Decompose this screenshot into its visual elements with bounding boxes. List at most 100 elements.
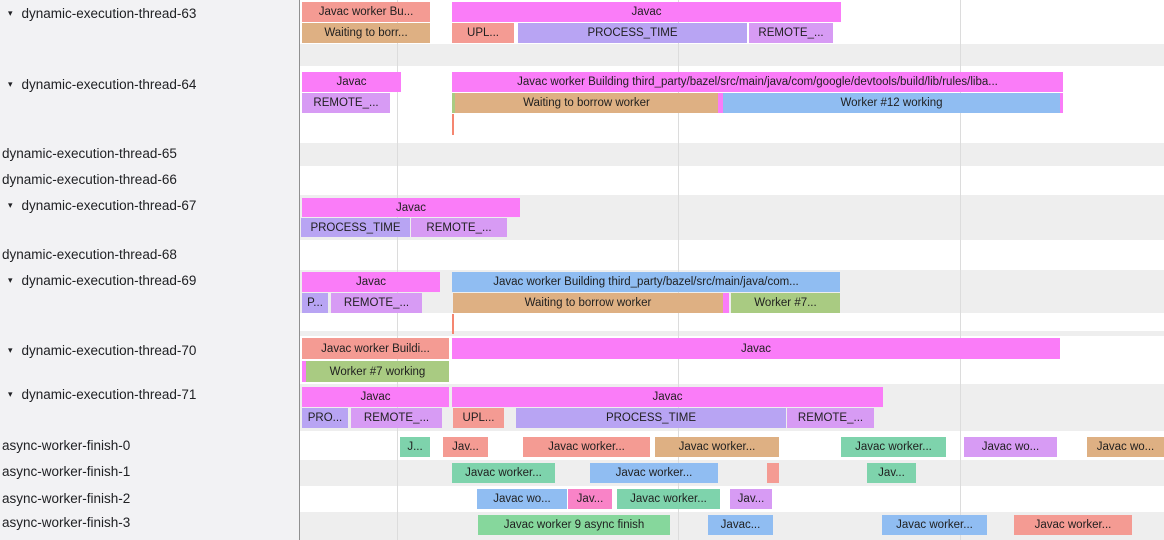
trace-event-bar[interactable]: REMOTE_... [331,293,422,313]
expander-triangle-icon[interactable]: ▾ [8,200,13,210]
trace-event-bar[interactable]: Javac wo... [964,437,1057,457]
event-label: Worker #12 working [840,97,943,109]
trace-event-bar[interactable]: Javac worker Bu... [302,2,430,22]
sidebar-item-dynamic-execution-thread-64[interactable]: ▾ dynamic-execution-thread-64 [8,77,196,92]
trace-event-bar[interactable]: Javac worker... [523,437,650,457]
sidebar-item-dynamic-execution-thread-63[interactable]: ▾ dynamic-execution-thread-63 [8,6,196,21]
trace-event-bar[interactable] [302,361,306,382]
trace-event-bar[interactable]: Waiting to borrow worker [455,93,718,113]
trace-event-bar[interactable]: REMOTE_... [302,93,390,113]
row-band [300,143,1164,166]
event-label: Javac wo... [1096,441,1155,453]
event-label: Javac [360,391,391,403]
trace-event-bar[interactable]: Worker #7 working [306,361,449,382]
trace-event-bar[interactable]: REMOTE_... [351,408,442,428]
event-label: Javac worker... [896,519,973,531]
trace-event-bar[interactable]: Waiting to borr... [302,23,430,43]
event-label: Jav... [737,493,765,505]
event-label: Javac worker Building third_party/bazel/… [517,76,998,88]
event-label: REMOTE_... [797,412,864,424]
trace-event-bar[interactable]: J... [400,437,430,457]
sidebar-item-async-worker-finish-0[interactable]: async-worker-finish-0 [2,438,130,453]
expander-triangle-icon[interactable]: ▾ [8,79,13,89]
trace-event-bar[interactable]: Waiting to borrow worker [453,293,723,313]
trace-event-bar[interactable]: Javac [302,272,440,292]
trace-event-bar[interactable] [718,93,723,113]
sidebar-item-dynamic-execution-thread-67[interactable]: ▾ dynamic-execution-thread-67 [8,198,196,213]
event-label: REMOTE_... [758,27,824,39]
expander-triangle-icon[interactable]: ▾ [8,275,13,285]
trace-event-bar[interactable]: REMOTE_... [411,218,507,237]
instant-event-tick[interactable] [452,114,454,135]
event-label: Jav... [452,441,479,453]
sidebar-item-async-worker-finish-2[interactable]: async-worker-finish-2 [2,491,130,506]
trace-event-bar[interactable] [723,293,729,313]
trace-event-bar[interactable]: Javac wo... [1087,437,1164,457]
trace-event-bar[interactable]: Javac [452,387,883,407]
event-label: PROCESS_TIME [587,27,678,39]
track-label: dynamic-execution-thread-71 [21,387,197,402]
trace-event-bar[interactable] [767,463,779,483]
trace-event-bar[interactable]: Javac worker... [452,463,555,483]
trace-event-bar[interactable]: Javac worker... [841,437,946,457]
track-label: dynamic-execution-thread-65 [2,146,177,161]
sidebar-item-dynamic-execution-thread-66[interactable]: dynamic-execution-thread-66 [2,172,177,187]
track-label: dynamic-execution-thread-70 [21,343,197,358]
trace-event-bar[interactable]: PRO... [302,408,348,428]
event-label: Javac [652,391,683,403]
time-gridline [678,0,679,540]
trace-event-bar[interactable]: Worker #12 working [723,93,1060,113]
event-label: Javac [355,276,387,288]
time-gridline [960,0,961,540]
track-area[interactable]: Javac worker Bu... Javac Waiting to borr..… [300,0,1164,540]
trace-event-bar[interactable]: PROCESS_TIME [301,218,410,237]
sidebar-item-dynamic-execution-thread-70[interactable]: ▾ dynamic-execution-thread-70 [8,343,196,358]
trace-event-bar[interactable]: PROCESS_TIME [516,408,786,428]
sidebar-item-dynamic-execution-thread-68[interactable]: dynamic-execution-thread-68 [2,247,177,262]
trace-event-bar[interactable] [1060,93,1063,113]
trace-event-bar[interactable]: UPL... [452,23,514,43]
trace-event-bar[interactable]: Javac worker... [882,515,987,535]
sidebar-item-dynamic-execution-thread-65[interactable]: dynamic-execution-thread-65 [2,146,177,161]
trace-event-bar[interactable]: Javac worker Building third_party/bazel/… [452,72,1063,92]
trace-event-bar[interactable]: Jav... [568,489,612,509]
trace-event-bar[interactable]: Jav... [730,489,772,509]
trace-event-bar[interactable]: Jav... [443,437,488,457]
event-label: Javac worker Buildi... [321,342,430,355]
trace-event-bar[interactable]: Javac wo... [477,489,567,509]
expander-triangle-icon[interactable]: ▾ [8,8,13,18]
trace-event-bar[interactable]: REMOTE_... [749,23,833,43]
expander-triangle-icon[interactable]: ▾ [8,345,13,355]
trace-event-bar[interactable]: Javac [302,387,449,407]
row-band [300,44,1164,66]
trace-event-bar[interactable]: Javac [302,72,401,92]
track-label: dynamic-execution-thread-66 [2,172,177,187]
trace-event-bar[interactable]: Javac worker 9 async finish [478,515,670,535]
sidebar-item-dynamic-execution-thread-71[interactable]: ▾ dynamic-execution-thread-71 [8,387,196,402]
trace-event-bar[interactable]: Javac worker... [590,463,718,483]
trace-event-bar[interactable]: Javac [452,2,841,22]
trace-event-bar[interactable]: Javac worker Building third_party/bazel/… [452,272,840,292]
trace-event-bar[interactable]: Worker #7... [731,293,840,313]
expander-triangle-icon[interactable]: ▾ [8,389,13,399]
trace-event-bar[interactable]: Javac [302,198,520,217]
sidebar-item-async-worker-finish-3[interactable]: async-worker-finish-3 [2,515,130,530]
event-label: P... [307,297,323,309]
instant-event-tick[interactable] [452,314,454,334]
sidebar-item-dynamic-execution-thread-69[interactable]: ▾ dynamic-execution-thread-69 [8,273,196,288]
sidebar-item-async-worker-finish-1[interactable]: async-worker-finish-1 [2,464,130,479]
trace-event-bar[interactable]: Javac worker... [655,437,779,457]
trace-event-bar[interactable]: Javac worker Buildi... [302,338,449,359]
trace-event-bar[interactable]: UPL... [453,408,504,428]
trace-event-bar[interactable] [452,93,455,113]
trace-event-bar[interactable]: Jav... [867,463,916,483]
trace-event-bar[interactable]: Javac [452,338,1060,359]
trace-event-bar[interactable]: PROCESS_TIME [518,23,747,43]
trace-event-bar[interactable]: REMOTE_... [787,408,874,428]
row-band [300,331,1164,336]
trace-event-bar[interactable]: Javac worker... [1014,515,1132,535]
trace-event-bar[interactable]: Javac... [708,515,773,535]
trace-event-bar[interactable]: Javac worker... [617,489,720,509]
trace-event-bar[interactable]: P... [302,293,328,313]
event-label: Javac wo... [981,441,1040,453]
